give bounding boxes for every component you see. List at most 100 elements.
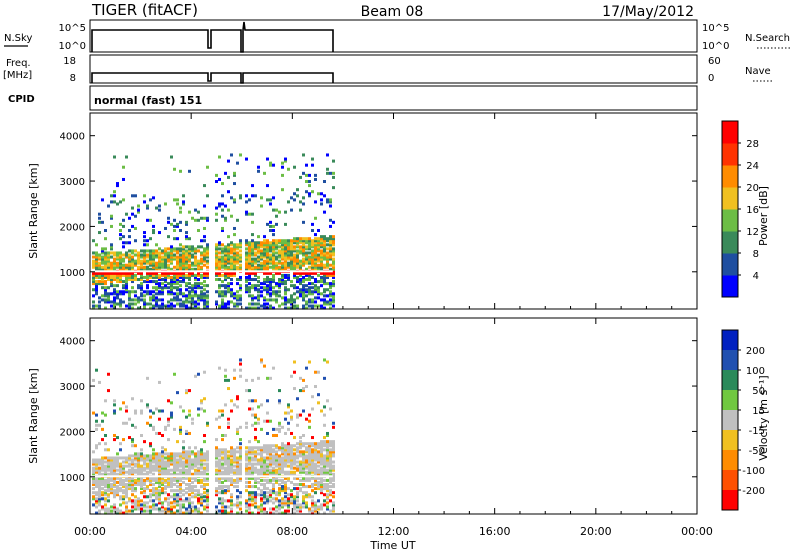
power-echo-cell — [284, 288, 287, 292]
velocity-echo-cell — [266, 376, 269, 380]
velocity-echo-cell — [218, 458, 221, 462]
velocity-echo-cell — [314, 442, 317, 446]
power-echo-cell — [116, 275, 119, 279]
power-echo-cell — [224, 255, 227, 259]
power-echo-cell — [308, 173, 311, 177]
velocity-echo-cell — [173, 464, 176, 468]
velocity-echo-cell — [95, 476, 98, 480]
power-echo-cell — [311, 290, 314, 294]
power-echo-cell — [311, 259, 314, 263]
velocity-echo-cell — [218, 476, 221, 480]
power-echo-cell — [140, 259, 143, 263]
power-echo-cell — [290, 302, 293, 306]
velocity-echo-cell — [332, 460, 335, 464]
velocity-echo-cell — [251, 511, 254, 515]
power-echo-cell — [287, 278, 290, 282]
velocity-echo-cell — [179, 491, 182, 495]
velocity-echo-cell — [314, 452, 317, 456]
power-echo-cell — [275, 257, 278, 261]
velocity-echo-cell — [101, 427, 104, 431]
velocity-echo-cell — [233, 368, 236, 372]
velocity-echo-cell — [125, 491, 128, 495]
velocity-echo-cell — [101, 438, 104, 442]
velocity-echo-cell — [224, 456, 227, 460]
velocity-echo-cell — [152, 478, 155, 482]
freq-tick-high: 18 — [63, 56, 76, 67]
power-echo-cell — [200, 259, 203, 263]
velocity-echo-cell — [98, 483, 101, 487]
power-echo-cell — [323, 290, 326, 294]
velocity-echo-cell — [158, 507, 161, 511]
power-echo-cell — [95, 273, 98, 277]
velocity-echo-cell — [206, 450, 209, 454]
power-echo-cell — [251, 265, 254, 269]
velocity-echo-cell — [161, 472, 164, 476]
velocity-echo-cell — [122, 464, 125, 468]
power-echo-cell — [167, 267, 170, 271]
velocity-echo-cell — [251, 495, 254, 499]
power-echo-cell — [98, 304, 101, 308]
velocity-echo-cell — [317, 483, 320, 487]
power-echo-cell — [182, 280, 185, 284]
velocity-echo-cell — [173, 511, 176, 515]
velocity-echo-cell — [158, 454, 161, 458]
velocity-echo-cell — [257, 493, 260, 497]
velocity-echo-cell — [224, 454, 227, 458]
velocity-echo-cell — [302, 499, 305, 503]
velocity-echo-cell — [299, 460, 302, 464]
velocity-echo-cell — [203, 458, 206, 462]
power-echo-cell — [143, 265, 146, 269]
power-echo-cell — [233, 173, 236, 177]
power-echo-cell — [320, 198, 323, 202]
velocity-echo-cell — [311, 460, 314, 464]
velocity-echo-cell — [143, 495, 146, 499]
velocity-echo-cell — [332, 474, 335, 478]
power-echo-cell — [191, 263, 194, 267]
velocity-echo-cell — [125, 501, 128, 505]
velocity-echo-cell — [326, 489, 329, 493]
velocity-echo-cell — [104, 485, 107, 489]
velocity-echo-cell — [323, 376, 326, 380]
power-echo-cell — [140, 292, 143, 296]
velocity-echo-cell — [245, 466, 248, 470]
power-echo-cell — [161, 290, 164, 294]
velocity-echo-cell — [179, 460, 182, 464]
power-echo-cell — [221, 294, 224, 298]
power-echo-cell — [107, 278, 110, 282]
velocity-echo-cell — [290, 460, 293, 464]
velocity-echo-cell — [299, 487, 302, 491]
power-echo-cell — [281, 243, 284, 247]
velocity-echo-cell — [320, 440, 323, 444]
power-echo-cell — [230, 255, 233, 259]
power-echo-cell — [137, 267, 140, 271]
power-echo-cell — [248, 255, 251, 259]
velocity-echo-cell — [272, 460, 275, 464]
velocity-echo-cell — [98, 460, 101, 464]
velocity-echo-cell — [101, 456, 104, 460]
power-echo-cell — [284, 251, 287, 255]
power-echo-cell — [278, 294, 281, 298]
power-echo-cell — [311, 300, 314, 304]
power-echo-cell — [245, 200, 248, 204]
power-echo-cell — [302, 202, 305, 206]
velocity-echo-cell — [269, 464, 272, 468]
velocity-echo-cell — [302, 468, 305, 472]
power-echo-cell — [170, 288, 173, 292]
velocity-colorbar-segment — [722, 430, 738, 451]
power-echo-cell — [155, 265, 158, 269]
power-echo-cell — [194, 294, 197, 298]
velocity-echo-cell — [146, 466, 149, 470]
velocity-echo-cell — [314, 370, 317, 374]
power-echo-cell — [125, 263, 128, 267]
power-echo-cell — [128, 292, 131, 296]
velocity-echo-cell — [182, 450, 185, 454]
velocity-echo-cell — [284, 480, 287, 484]
power-echo-cell — [329, 271, 332, 275]
power-echo-cell — [155, 255, 158, 259]
power-echo-cell — [215, 267, 218, 271]
power-echo-cell — [266, 184, 269, 188]
power-echo-cell — [308, 251, 311, 255]
velocity-echo-cell — [305, 478, 308, 482]
velocity-echo-cell — [113, 409, 116, 413]
power-echo-cell — [317, 265, 320, 269]
